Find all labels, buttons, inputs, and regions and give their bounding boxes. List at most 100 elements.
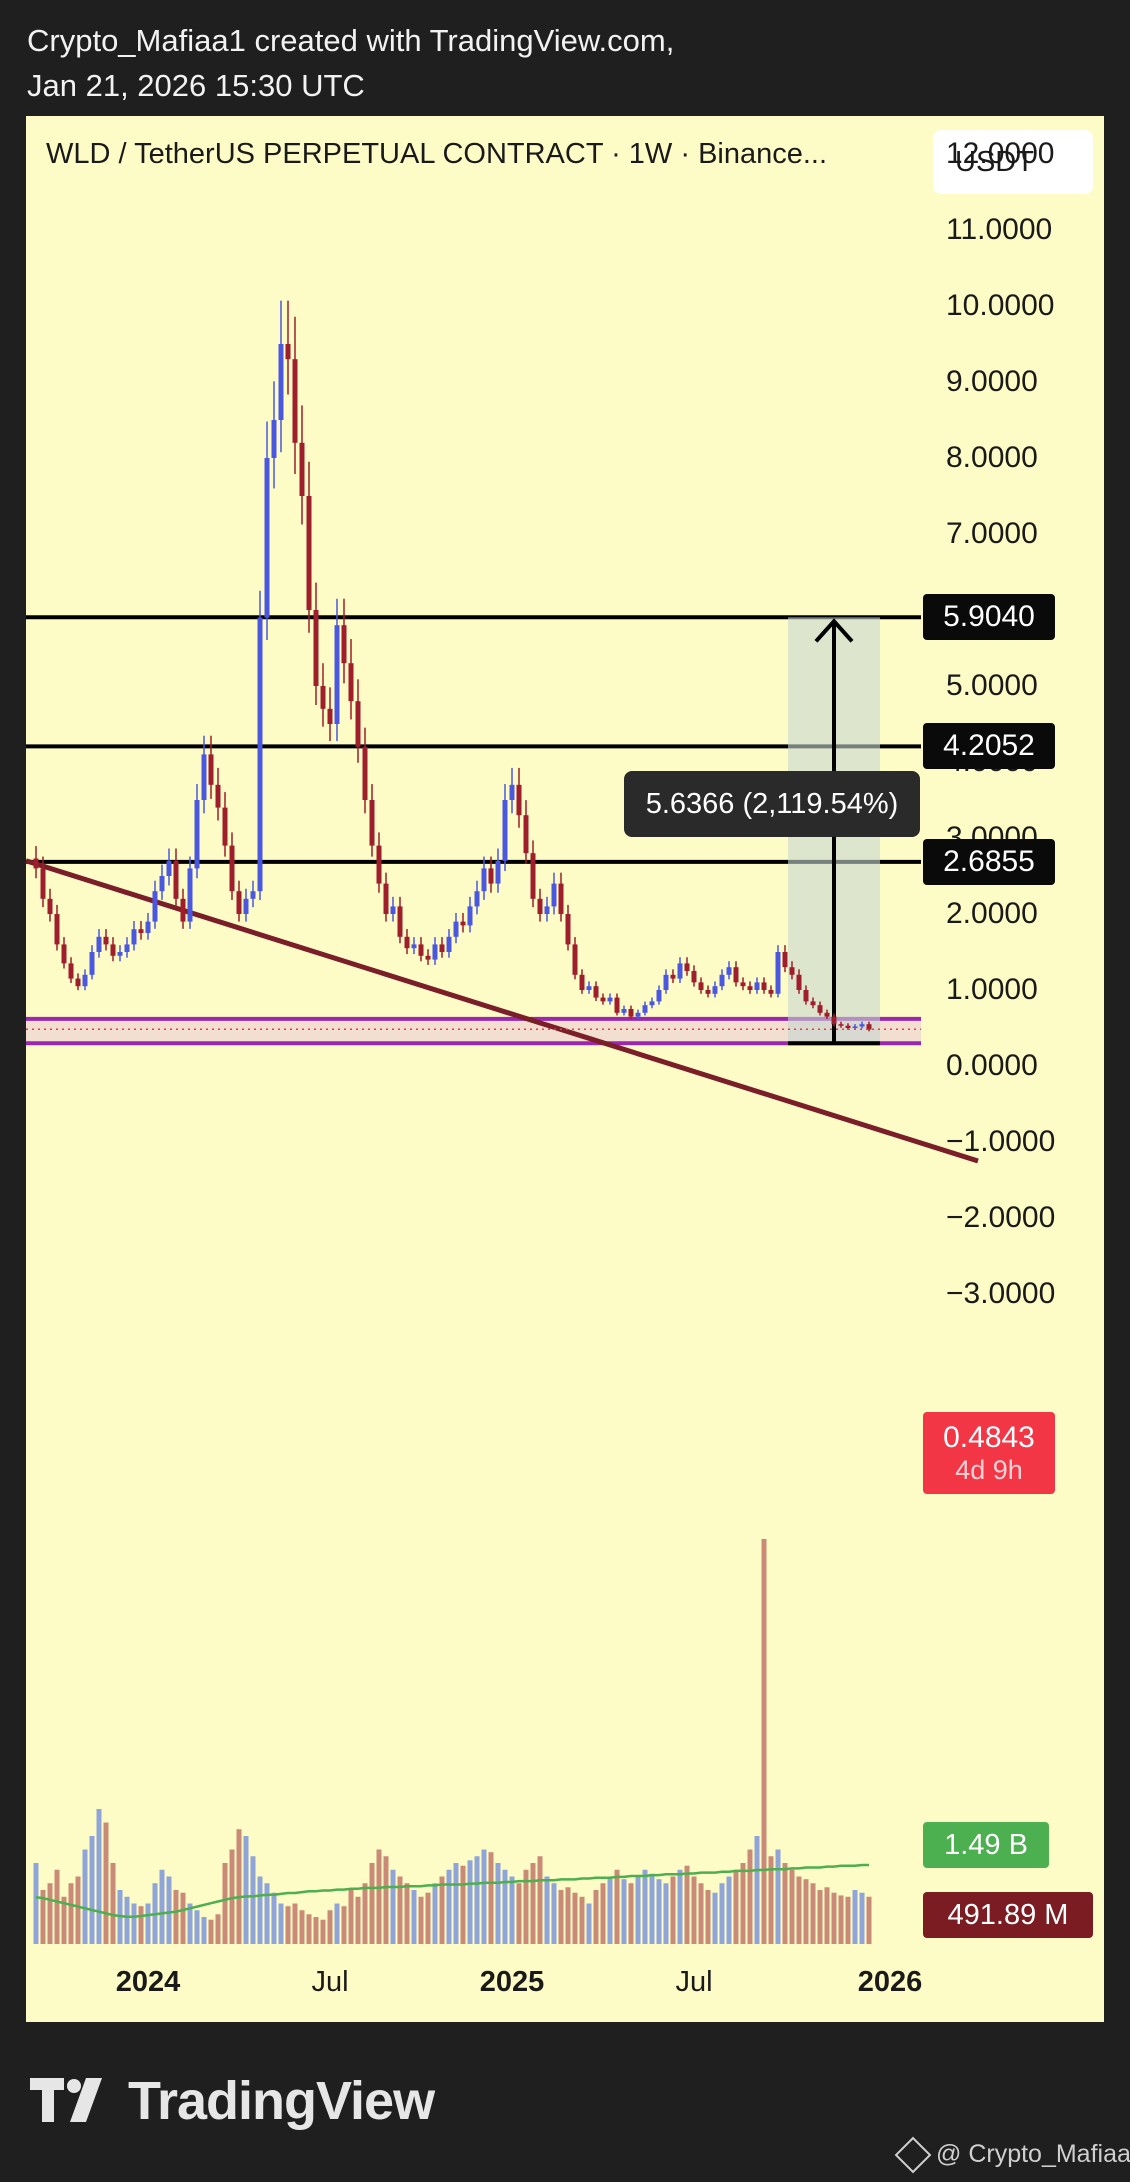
- candle-body: [530, 853, 536, 899]
- volume-bar: [201, 1917, 207, 1944]
- candle-body: [537, 898, 543, 914]
- candle-body: [103, 936, 109, 945]
- candle-body: [677, 963, 683, 979]
- volume-bar: [446, 1869, 452, 1944]
- candle-body: [40, 868, 46, 899]
- volume-bar: [222, 1863, 228, 1944]
- candle-body: [586, 986, 592, 990]
- candle-body: [663, 974, 669, 990]
- volume-bar: [705, 1890, 711, 1944]
- candle-body: [404, 936, 410, 949]
- price-chart[interactable]: [26, 116, 1104, 2022]
- volume-bar: [432, 1883, 438, 1944]
- chart-title: WLD / TetherUS PERPETUAL CONTRACT · 1W ·…: [46, 138, 828, 170]
- candle-body: [852, 1026, 858, 1028]
- volume-bar: [803, 1879, 809, 1944]
- volume-bar: [621, 1879, 627, 1944]
- volume-bar: [376, 1849, 382, 1944]
- candle-body: [257, 617, 263, 892]
- volume-bar: [271, 1892, 277, 1944]
- candle-body: [327, 708, 333, 724]
- tradingview-logo[interactable]: TradingView: [30, 2070, 435, 2132]
- candle-body: [691, 971, 697, 983]
- candle-body: [796, 974, 802, 990]
- candle-body: [292, 359, 298, 443]
- candle-body: [635, 1012, 641, 1017]
- volume-bar: [670, 1876, 676, 1944]
- currency-button[interactable]: USDT: [933, 130, 1093, 194]
- volume-bar: [250, 1856, 256, 1944]
- volume-bar: [54, 1869, 60, 1944]
- volume-bar: [544, 1876, 550, 1944]
- volume-bar: [572, 1892, 578, 1944]
- candle-body: [243, 898, 249, 914]
- volume-bar: [320, 1919, 326, 1944]
- volume-bar: [439, 1876, 445, 1944]
- level-tag: 5.9040: [923, 594, 1055, 641]
- volume-bar: [712, 1892, 718, 1944]
- level-tag: 4.2052: [923, 723, 1055, 770]
- chart-header: Crypto_Mafiaa1 created with TradingView.…: [27, 18, 674, 108]
- volume-bar: [677, 1869, 683, 1944]
- candle-body: [278, 344, 284, 420]
- candle-body: [348, 663, 354, 702]
- candle-body: [54, 914, 60, 945]
- candle-body: [551, 883, 557, 907]
- x-tick-label: 2026: [857, 1966, 923, 1998]
- volume-bar: [565, 1887, 571, 1944]
- candle-body: [600, 997, 606, 1002]
- volume-bar: [75, 1876, 81, 1944]
- volume-bar: [61, 1896, 67, 1944]
- volume-bar: [586, 1903, 592, 1944]
- volume-bar: [488, 1852, 494, 1944]
- candle-body: [768, 990, 774, 994]
- volume-bar: [474, 1856, 480, 1944]
- candle-body: [761, 982, 767, 990]
- volume-bar: [453, 1863, 459, 1944]
- volume-bar: [103, 1822, 109, 1944]
- candle-body: [236, 891, 242, 914]
- candle-body: [306, 496, 312, 610]
- candle-body: [411, 944, 417, 949]
- volume-bar: [733, 1869, 739, 1944]
- volume-bar: [292, 1903, 298, 1944]
- volume-bar: [257, 1876, 263, 1944]
- y-tick-label: −3.0000: [946, 1277, 1056, 1310]
- candle-body: [607, 997, 613, 1002]
- volume-bar: [180, 1892, 186, 1944]
- volume-bar: [194, 1910, 200, 1944]
- volume-bar: [859, 1892, 865, 1944]
- chart-frame[interactable]: WLD / TetherUS PERPETUAL CONTRACT · 1W ·…: [26, 116, 1104, 2022]
- candle-body: [299, 442, 305, 496]
- volume-bar: [411, 1890, 417, 1944]
- volume-bar: [383, 1856, 389, 1944]
- candle-body: [712, 986, 718, 994]
- candle-body: [47, 898, 53, 914]
- y-tick-label: 9.0000: [946, 365, 1038, 398]
- volume-bar: [761, 1539, 767, 1944]
- volume-bar: [754, 1836, 760, 1944]
- candle-body: [187, 868, 193, 922]
- candle-body: [152, 891, 158, 922]
- timestamp-line: Jan 21, 2026 15:30 UTC: [27, 68, 365, 103]
- candle-body: [621, 1009, 627, 1013]
- candle-body: [355, 701, 361, 747]
- candle-body: [859, 1024, 865, 1027]
- candle-body: [824, 1012, 830, 1017]
- volume-bar: [327, 1910, 333, 1944]
- volume-bar: [110, 1863, 116, 1944]
- volume-bar: [334, 1903, 340, 1944]
- volume-bar: [684, 1865, 690, 1944]
- volume-bar: [397, 1876, 403, 1944]
- y-tick-label: 0.0000: [946, 1049, 1038, 1082]
- volume-bar: [173, 1890, 179, 1944]
- volume-tag: 491.89 M: [923, 1892, 1093, 1938]
- volume-bar: [467, 1860, 473, 1944]
- candle-body: [222, 807, 228, 846]
- candle-body: [208, 754, 214, 785]
- candle-body: [341, 625, 347, 664]
- candle-body: [579, 974, 585, 990]
- volume-bar: [355, 1896, 361, 1944]
- candle-body: [733, 967, 739, 983]
- volume-bar: [614, 1869, 620, 1944]
